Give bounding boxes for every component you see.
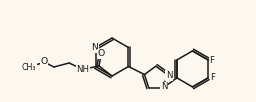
Text: F: F [211, 73, 216, 82]
Text: N: N [91, 43, 98, 52]
Text: N: N [166, 71, 173, 80]
Text: N: N [161, 82, 167, 91]
Text: O: O [40, 58, 48, 67]
Text: F: F [210, 56, 215, 65]
Text: O: O [97, 49, 105, 59]
Text: CH₃: CH₃ [22, 63, 36, 72]
Text: NH: NH [77, 65, 90, 74]
